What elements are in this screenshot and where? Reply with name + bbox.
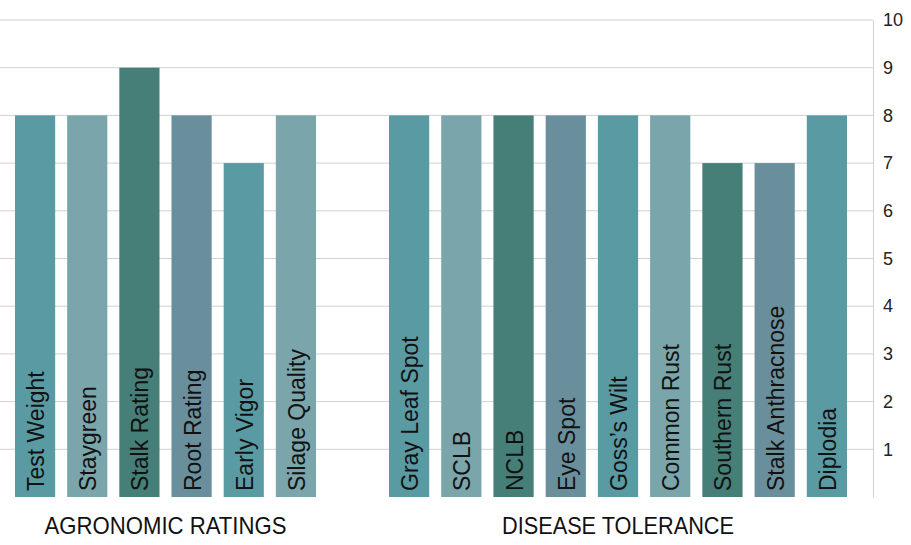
tick-label: 5 — [883, 249, 893, 269]
tick: 1 — [873, 440, 893, 460]
chart: 1 2 3 4 5 6 7 8 9 10 Test Weight Staygreen Stalk Rat… — [0, 0, 911, 545]
bar-label: Gray Leaf Spot — [397, 336, 423, 491]
tick-label: 1 — [883, 440, 893, 460]
bar-label: NCLB — [502, 430, 528, 491]
tick-label: 3 — [883, 344, 893, 364]
tick-label: 6 — [883, 201, 893, 221]
bar — [650, 115, 690, 497]
bar — [598, 115, 638, 497]
bar-label: Staygreen — [75, 386, 101, 491]
bar — [493, 115, 533, 497]
bar-label: Goss’s Wilt — [606, 376, 632, 491]
bar — [276, 115, 316, 497]
grid-line — [0, 20, 873, 21]
tick: 6 — [873, 201, 893, 221]
bar-label: Common Rust — [658, 343, 684, 491]
group-label: DISEASE TOLERANCE — [502, 512, 734, 539]
tick: 3 — [873, 344, 893, 364]
tick-label: 8 — [883, 106, 893, 126]
tick-label: 2 — [883, 392, 893, 412]
bar-label: Stalk Rating — [127, 367, 153, 491]
bar-label: Test Weight — [23, 371, 49, 491]
bar — [119, 68, 159, 497]
bar-label: Early Vigor — [232, 379, 258, 491]
bar — [755, 163, 795, 497]
tick: 5 — [873, 249, 893, 269]
bar — [15, 115, 55, 497]
bar — [702, 163, 742, 497]
bars — [15, 68, 847, 497]
tick-label: 9 — [883, 58, 893, 78]
bar — [224, 163, 264, 497]
bar-label: Root Rating — [180, 370, 206, 491]
tick-label: 7 — [883, 153, 893, 173]
tick: 8 — [873, 106, 893, 126]
tick-label: 4 — [883, 296, 893, 316]
tick-label: 10 — [883, 10, 903, 30]
bar-label: SCLB — [449, 431, 475, 491]
bar-label: Stalk Anthracnose — [763, 306, 789, 491]
tick: 10 — [873, 10, 903, 30]
bar-label: Diplodia — [815, 408, 841, 491]
tick: 9 — [873, 58, 893, 78]
tick: 7 — [873, 153, 893, 173]
group-label: AGRONOMIC RATINGS — [45, 512, 287, 539]
bar — [441, 115, 481, 497]
tick: 4 — [873, 296, 893, 316]
axis-line — [873, 21, 874, 498]
y-axis: 1 2 3 4 5 6 7 8 9 10 — [873, 10, 903, 497]
tick: 2 — [873, 392, 893, 412]
bar-label: Silage Quality — [284, 349, 310, 491]
labels: Test Weight Staygreen Stalk Rating Root Rat… — [23, 306, 841, 539]
bar — [67, 115, 107, 497]
bar — [807, 115, 847, 497]
bar-label: Eye Spot — [554, 397, 580, 491]
bar — [546, 115, 586, 497]
bar — [389, 115, 429, 497]
bar-label: Southern Rust — [710, 343, 736, 491]
bar — [171, 115, 211, 497]
